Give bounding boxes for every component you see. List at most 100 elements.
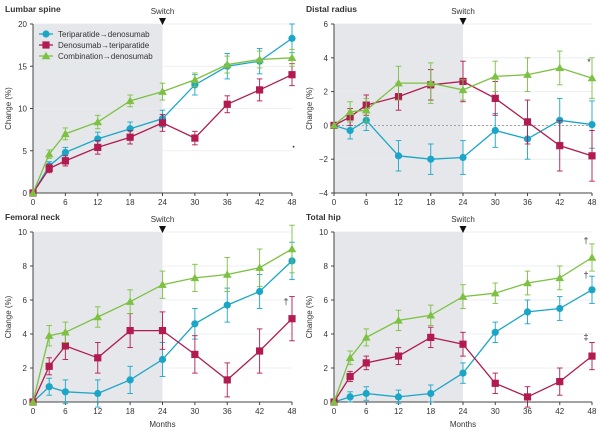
y-tick-label: 2	[23, 364, 28, 373]
data-point	[459, 340, 467, 348]
data-point	[158, 119, 167, 127]
data-point	[190, 75, 200, 83]
legend-marker	[42, 30, 50, 38]
y-axis-label: Change (%)	[4, 295, 13, 338]
data-point	[223, 100, 231, 108]
x-tick-label: 42	[555, 407, 564, 416]
x-axis-label: Months	[450, 420, 476, 429]
y-tick-label: 10	[319, 228, 328, 237]
data-point	[362, 359, 370, 367]
data-point	[588, 286, 596, 294]
x-tick-label: 12	[93, 407, 102, 416]
data-point	[126, 327, 134, 335]
data-point	[523, 278, 532, 287]
data-point	[125, 297, 135, 305]
data-point	[587, 73, 597, 82]
data-point	[158, 87, 167, 95]
data-point	[426, 78, 436, 87]
data-point	[361, 333, 371, 341]
series-line	[32, 248, 293, 403]
data-point	[158, 327, 167, 335]
chart-panel: 0 5 10 15 20 0 6 12 18 24 30 36 42 48 Change (%) Lumbar…	[4, 4, 297, 207]
x-tick-label: 30	[190, 198, 199, 207]
data-point	[458, 85, 468, 94]
x-tick-label: 48	[588, 407, 597, 416]
data-point	[222, 270, 232, 278]
data-point	[588, 352, 596, 360]
data-point	[491, 126, 499, 135]
data-point	[346, 393, 354, 401]
data-point	[555, 273, 565, 282]
y-tick-label: 0	[324, 398, 329, 407]
data-point	[287, 244, 297, 253]
series-combination-to-denosumab	[28, 224, 297, 406]
data-point	[588, 120, 596, 129]
data-point	[288, 34, 296, 42]
x-tick-label: 36	[223, 198, 232, 207]
legend-label: Teriparatide→denosumab	[58, 30, 150, 39]
series-line	[333, 336, 593, 403]
data-point	[61, 342, 69, 350]
series-line	[333, 289, 593, 403]
x-tick-label: 42	[255, 198, 264, 207]
x-tick-label: 6	[364, 407, 369, 416]
x-tick-label: 0	[31, 407, 36, 416]
data-point	[491, 94, 499, 102]
data-point	[329, 397, 339, 406]
data-point	[345, 353, 355, 362]
data-point	[490, 72, 500, 80]
switch-label: Switch	[151, 7, 175, 16]
data-point	[394, 316, 403, 324]
x-tick-label: 42	[255, 407, 264, 416]
data-point	[190, 273, 200, 282]
y-tick-label: 6	[324, 296, 329, 305]
switch-arrow-icon	[459, 226, 467, 233]
series-line	[32, 37, 293, 194]
x-tick-label: 0	[332, 198, 337, 207]
data-point	[459, 369, 467, 377]
x-tick-label: 48	[588, 198, 597, 207]
y-tick-label: −2	[319, 155, 329, 164]
switch-arrow-icon	[159, 18, 166, 25]
y-axis-label: Change (%)	[305, 295, 314, 338]
y-tick-label: −4	[319, 189, 329, 198]
panel-title: Distal radius	[306, 4, 357, 14]
data-point	[61, 388, 69, 396]
data-point	[491, 328, 499, 336]
data-point	[556, 378, 564, 386]
data-point	[346, 126, 354, 135]
x-tick-label: 12	[394, 407, 403, 416]
y-tick-label: 4	[23, 330, 28, 339]
x-tick-label: 12	[394, 198, 403, 207]
legend-marker	[42, 41, 50, 49]
data-point	[523, 118, 532, 126]
data-point	[256, 287, 264, 296]
y-tick-label: 8	[324, 262, 329, 271]
series-teriparatide-to-denosumab: †	[330, 270, 596, 406]
significance-marker: ‡	[583, 332, 588, 342]
switch-arrow-icon	[159, 226, 166, 233]
x-tick-label: 18	[126, 407, 135, 416]
x-tick-label: 30	[190, 407, 199, 416]
data-point	[556, 304, 564, 313]
switch-label: Switch	[451, 215, 475, 224]
significance-marker: *	[587, 57, 591, 67]
x-tick-label: 48	[288, 407, 297, 416]
data-point	[490, 288, 500, 297]
y-axis-label: Change (%)	[4, 87, 13, 130]
series-combination-to-denosumab	[28, 48, 297, 197]
data-point	[556, 142, 564, 150]
y-tick-label: 2	[324, 88, 329, 97]
data-point	[426, 311, 436, 319]
data-point	[28, 188, 38, 197]
data-point	[223, 301, 231, 309]
data-point	[287, 53, 297, 62]
panel-title: Total hip	[306, 212, 341, 222]
x-tick-label: 6	[364, 198, 369, 207]
x-tick-label: 36	[523, 407, 532, 416]
data-point	[523, 308, 532, 316]
significance-marker: †	[283, 297, 288, 307]
y-tick-label: 0	[23, 189, 28, 198]
